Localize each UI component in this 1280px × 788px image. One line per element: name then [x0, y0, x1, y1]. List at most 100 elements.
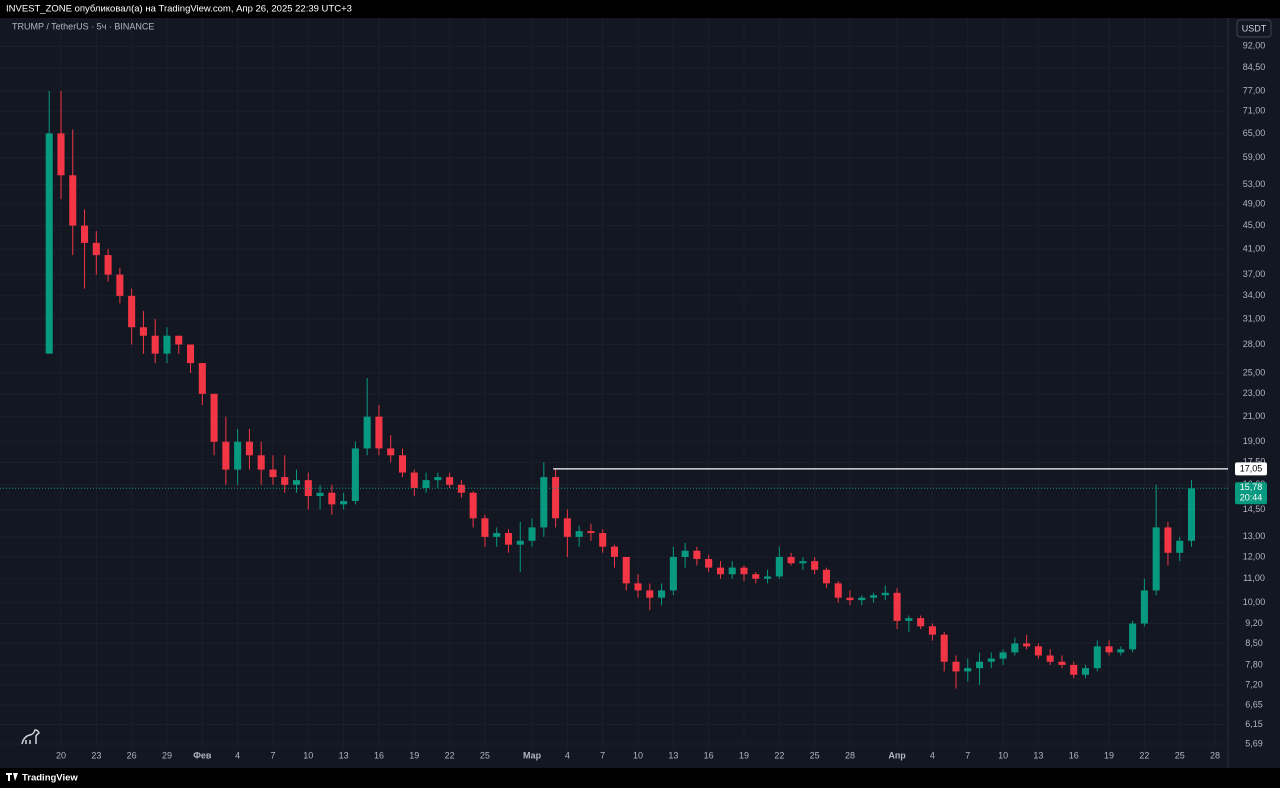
publisher: INVEST_ZONE опубликовал(а) на TradingVie…: [6, 4, 352, 15]
candle-body: [257, 455, 265, 470]
candle-body: [45, 133, 53, 354]
candle-body: [552, 477, 560, 519]
x-tick-label: 19: [1104, 750, 1114, 760]
chart-background: [0, 18, 1280, 768]
x-tick-label: 22: [1139, 750, 1149, 760]
y-tick-label: 8,50: [1245, 638, 1263, 648]
candle-body: [69, 175, 77, 226]
candle-body: [893, 592, 901, 621]
candle-body: [528, 527, 536, 541]
candle-body: [1046, 655, 1054, 662]
footer[interactable]: TradingView: [22, 773, 78, 784]
x-tick-label: 16: [1069, 750, 1079, 760]
x-tick-label: Фев: [193, 750, 212, 760]
y-tick-label: 59,00: [1243, 152, 1266, 162]
candle-body: [917, 618, 925, 627]
candle-body: [163, 335, 171, 354]
candle-body: [693, 550, 701, 560]
candle-body: [905, 618, 913, 621]
x-tick-label: 4: [235, 750, 240, 760]
candle-body: [104, 255, 112, 275]
candle-body: [234, 441, 242, 470]
level-label: 17,05: [1240, 463, 1263, 473]
x-tick-label: 28: [1210, 750, 1220, 760]
y-tick-label: 9,20: [1245, 618, 1263, 628]
y-tick-label: 23,00: [1243, 388, 1266, 398]
y-tick-label: 12,00: [1243, 551, 1266, 561]
y-tick-label: 10,00: [1243, 597, 1266, 607]
candle-body: [669, 556, 677, 591]
candle-body: [975, 661, 984, 669]
candle-body: [1023, 643, 1031, 647]
candle-body: [222, 441, 230, 470]
candle-body: [410, 472, 418, 488]
currency-box[interactable]: [1236, 19, 1272, 38]
candle-body: [516, 540, 524, 545]
candle-body: [245, 441, 253, 456]
candle-body: [304, 480, 312, 497]
x-tick-label: 4: [565, 750, 570, 760]
y-tick-label: 31,00: [1243, 313, 1266, 323]
y-tick-label: 6,15: [1245, 719, 1263, 729]
candle-body: [198, 363, 206, 394]
candle-body: [504, 533, 513, 545]
y-tick-label: 13,00: [1243, 531, 1266, 541]
dino-icon[interactable]: [21, 729, 40, 745]
candle-body: [881, 592, 889, 596]
currency[interactable]: USDT: [1242, 23, 1267, 33]
x-tick-label: 19: [739, 750, 749, 760]
candle-body: [398, 455, 407, 473]
candle-body: [634, 583, 642, 591]
y-tick-label: 71,00: [1243, 106, 1266, 116]
x-tick-label: 23: [91, 750, 101, 760]
x-tick-label: 22: [774, 750, 784, 760]
candle-body: [587, 531, 595, 534]
candle-body: [928, 626, 936, 635]
candle-body: [987, 658, 995, 662]
candle-body: [363, 416, 371, 449]
candle-body: [1187, 488, 1196, 541]
x-tick-label: 29: [162, 750, 172, 760]
y-tick-label: 11,00: [1243, 573, 1265, 583]
logo[interactable]: [6, 773, 18, 781]
candle-body: [1176, 540, 1184, 553]
y-tick-label: 5,69: [1245, 738, 1263, 748]
y-tick-label: 7,80: [1245, 659, 1263, 669]
y-tick-label: 28,00: [1243, 339, 1266, 349]
y-tick-label: 14,50: [1243, 504, 1266, 514]
y-tick-label: 7,20: [1245, 679, 1263, 689]
candle-body: [151, 335, 159, 354]
last-price-time: 20:44: [1240, 493, 1263, 503]
candle-body: [999, 652, 1007, 659]
candle-body: [1070, 664, 1078, 675]
x-tick-label: 19: [409, 750, 419, 760]
candle-body: [1164, 527, 1172, 553]
candle-body: [646, 590, 654, 598]
candle-body: [752, 574, 760, 579]
candle-body: [799, 561, 807, 564]
y-tick-label: 17,50: [1243, 457, 1266, 467]
candle-body: [493, 533, 501, 537]
y-tick-label: 37,00: [1243, 269, 1266, 279]
candle-body: [622, 556, 630, 584]
y-tick-label: 25,00: [1243, 367, 1266, 377]
y-tick-label: 77,00: [1243, 85, 1266, 95]
x-tick-label: 7: [270, 750, 275, 760]
candle-body: [1011, 643, 1019, 653]
candle-body: [575, 531, 583, 537]
candle-body: [92, 242, 100, 256]
y-tick-label: 34,00: [1243, 290, 1266, 300]
candle-body: [1093, 646, 1101, 669]
candle-body: [469, 492, 477, 519]
y-tick-label: 6,65: [1245, 699, 1263, 709]
candle-body: [387, 448, 395, 456]
x-tick-label: 10: [633, 750, 643, 760]
x-tick-label: 13: [668, 750, 678, 760]
candle-body: [457, 484, 465, 493]
candle-body: [57, 133, 65, 176]
candle-body: [787, 556, 795, 564]
candle-body: [716, 567, 724, 575]
candle-body: [375, 416, 383, 449]
candle-body: [328, 492, 336, 505]
candle-body: [446, 477, 454, 485]
